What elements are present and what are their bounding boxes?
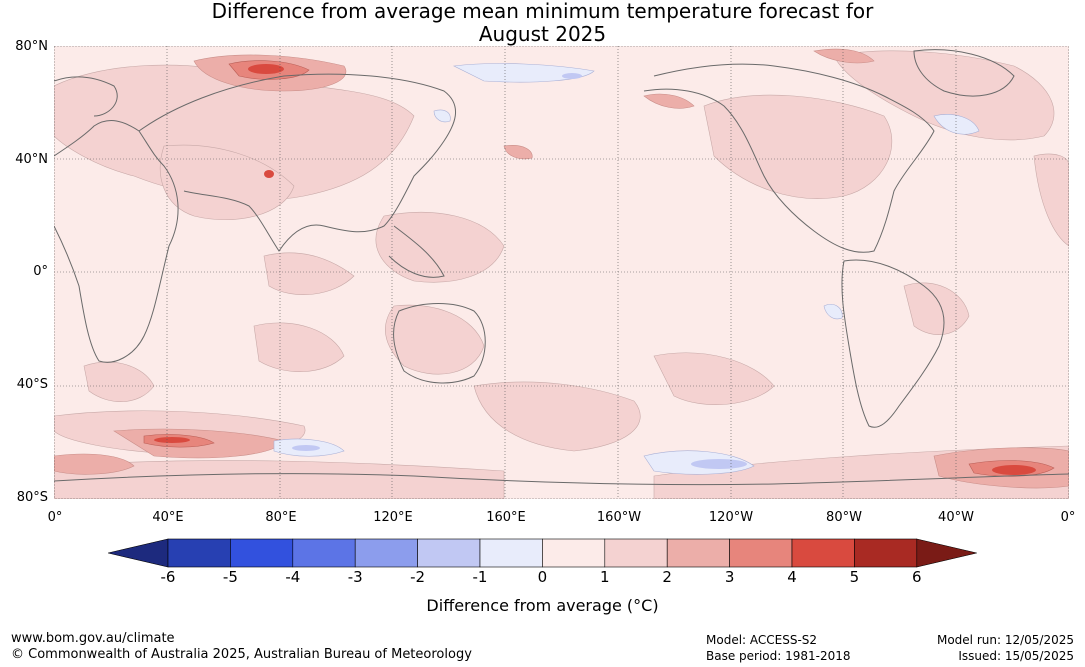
colorbar-tick-label: -4 [285, 568, 301, 586]
colorbar-segment [167, 538, 231, 568]
map-canvas [54, 46, 1069, 499]
colorbar-segment [542, 538, 606, 568]
colorbar-tick-label: -2 [410, 568, 426, 586]
lon-label-40e: 40°E [152, 510, 184, 525]
colorbar-segment [292, 538, 356, 568]
gridlines [54, 46, 1069, 499]
map-title: Difference from average mean minimum tem… [0, 0, 1085, 46]
colorbar [108, 538, 977, 568]
lon-label-120w: 120°W [708, 510, 754, 525]
colorbar-extend-low [108, 538, 169, 568]
footer-model: Model: ACCESS-S2 [706, 633, 818, 647]
lon-label-80e: 80°E [265, 510, 297, 525]
colorbar-tick-label: -1 [472, 568, 488, 586]
footer-base-period: Base period: 1981-2018 [706, 649, 851, 663]
lon-label-80w: 80°W [826, 510, 862, 525]
lon-label-40w: 40°W [938, 510, 974, 525]
colorbar-segment [417, 538, 481, 568]
colorbar-tick-label: 0 [537, 568, 548, 586]
colorbar-tick-label: -6 [160, 568, 176, 586]
colorbar-segment [230, 538, 294, 568]
colorbar-tick-label: -3 [347, 568, 363, 586]
colorbar-tick-label: 4 [787, 568, 797, 586]
lon-label-160e: 160°E [486, 510, 526, 525]
anomaly-4-5-regions [154, 64, 1036, 475]
footer-website: www.bom.gov.au/climate [11, 631, 175, 646]
colorbar-segment [791, 538, 855, 568]
colorbar-tick-label: 3 [724, 568, 735, 586]
colorbar-tick-label: 2 [662, 568, 672, 586]
anomaly-1-2-regions [54, 50, 1069, 499]
footer-copyright: © Commonwealth of Australia 2025, Austra… [11, 647, 472, 662]
colorbar-tick-label: 5 [849, 568, 860, 586]
anomaly-map [54, 46, 1069, 499]
coastlines [54, 49, 1069, 486]
lat-label-80n: 80°N [15, 39, 48, 54]
title-line-2: August 2025 [478, 22, 607, 46]
lon-label-160w: 160°W [596, 510, 642, 525]
lat-label-80s: 80°S [16, 490, 48, 505]
colorbar-segment [854, 538, 918, 568]
lon-label-0-left: 0° [47, 510, 63, 525]
colorbar-segment [354, 538, 418, 568]
lon-label-0-right: 0° [1060, 510, 1076, 525]
lat-label-40s: 40°S [16, 377, 48, 392]
colorbar-segments [108, 538, 977, 568]
colorbar-segment [729, 538, 793, 568]
colorbar-label: Difference from average (°C) [426, 596, 659, 615]
anomaly-neg-2-1-regions [292, 73, 747, 469]
colorbar-segment [666, 538, 730, 568]
colorbar-segment [604, 538, 668, 568]
colorbar-extend-high [916, 538, 977, 568]
footer-issued: Issued: 15/05/2025 [958, 649, 1074, 663]
colorbar-tick-label: -5 [222, 568, 238, 586]
colorbar-segment [479, 538, 543, 568]
lat-label-0: 0° [33, 264, 48, 279]
colorbar-tick-label: 1 [600, 568, 610, 586]
colorbar-tick-label: 6 [912, 568, 922, 586]
footer-model-run: Model run: 12/05/2025 [936, 633, 1074, 647]
title-line-1: Difference from average mean minimum tem… [211, 0, 874, 23]
lat-label-40n: 40°N [15, 152, 48, 167]
lon-label-120e: 120°E [373, 510, 413, 525]
